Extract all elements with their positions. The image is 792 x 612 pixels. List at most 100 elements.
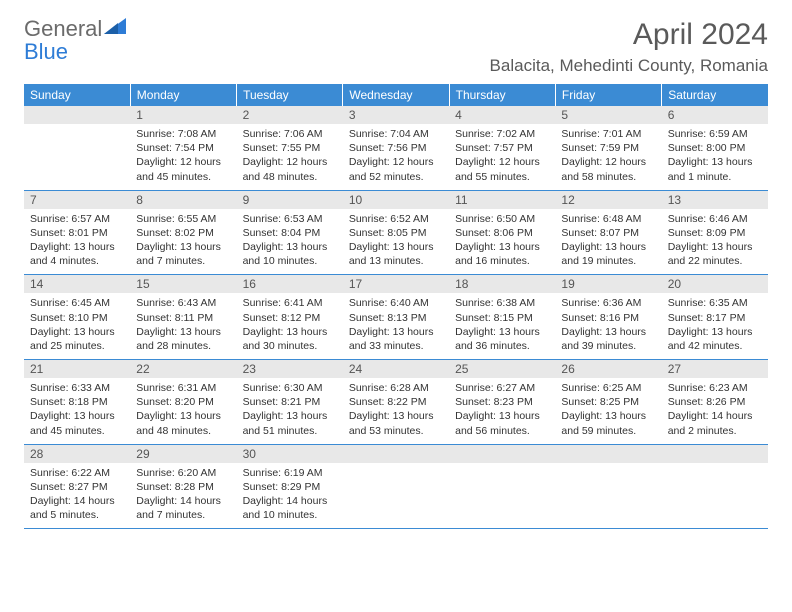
day-content-cell (555, 463, 661, 529)
weekday-header: Tuesday (237, 84, 343, 106)
day-number-cell: 6 (662, 106, 768, 124)
sunrise-text: Sunrise: 6:28 AM (349, 381, 443, 395)
weekday-header: Thursday (449, 84, 555, 106)
sunrise-text: Sunrise: 6:20 AM (136, 466, 230, 480)
daynum-row: 21222324252627 (24, 360, 768, 379)
day-content-cell: Sunrise: 6:20 AMSunset: 8:28 PMDaylight:… (130, 463, 236, 529)
sunrise-text: Sunrise: 6:50 AM (455, 212, 549, 226)
daylight-line1: Daylight: 13 hours (668, 325, 762, 339)
sunset-text: Sunset: 8:02 PM (136, 226, 230, 240)
sunset-text: Sunset: 8:15 PM (455, 311, 549, 325)
day-content-cell (343, 463, 449, 529)
content-row: Sunrise: 6:45 AMSunset: 8:10 PMDaylight:… (24, 293, 768, 359)
day-number-cell: 10 (343, 190, 449, 209)
daylight-line1: Daylight: 13 hours (455, 240, 549, 254)
daylight-line2: and 55 minutes. (455, 170, 549, 184)
daylight-line2: and 25 minutes. (30, 339, 124, 353)
day-content-cell: Sunrise: 6:25 AMSunset: 8:25 PMDaylight:… (555, 378, 661, 444)
daylight-line1: Daylight: 14 hours (243, 494, 337, 508)
sunrise-text: Sunrise: 6:19 AM (243, 466, 337, 480)
daynum-row: 14151617181920 (24, 275, 768, 294)
sunrise-text: Sunrise: 6:59 AM (668, 127, 762, 141)
daylight-line1: Daylight: 13 hours (455, 325, 549, 339)
day-number-cell: 14 (24, 275, 130, 294)
daylight-line2: and 4 minutes. (30, 254, 124, 268)
weekday-header: Monday (130, 84, 236, 106)
day-number-cell (555, 444, 661, 463)
sunset-text: Sunset: 8:06 PM (455, 226, 549, 240)
sunset-text: Sunset: 8:28 PM (136, 480, 230, 494)
day-content-cell: Sunrise: 6:50 AMSunset: 8:06 PMDaylight:… (449, 209, 555, 275)
sunrise-text: Sunrise: 6:31 AM (136, 381, 230, 395)
daylight-line2: and 13 minutes. (349, 254, 443, 268)
sunset-text: Sunset: 8:16 PM (561, 311, 655, 325)
day-content-cell (662, 463, 768, 529)
sunset-text: Sunset: 8:29 PM (243, 480, 337, 494)
sunset-text: Sunset: 8:20 PM (136, 395, 230, 409)
day-number-cell: 13 (662, 190, 768, 209)
daylight-line2: and 36 minutes. (455, 339, 549, 353)
daylight-line1: Daylight: 13 hours (243, 409, 337, 423)
day-content-cell: Sunrise: 6:53 AMSunset: 8:04 PMDaylight:… (237, 209, 343, 275)
day-number-cell (449, 444, 555, 463)
sunrise-text: Sunrise: 6:30 AM (243, 381, 337, 395)
daylight-line2: and 33 minutes. (349, 339, 443, 353)
daynum-row: 282930 (24, 444, 768, 463)
sunrise-text: Sunrise: 6:27 AM (455, 381, 549, 395)
daylight-line1: Daylight: 13 hours (349, 409, 443, 423)
day-content-cell: Sunrise: 7:04 AMSunset: 7:56 PMDaylight:… (343, 124, 449, 190)
sunset-text: Sunset: 8:25 PM (561, 395, 655, 409)
daylight-line2: and 10 minutes. (243, 254, 337, 268)
daylight-line1: Daylight: 13 hours (136, 240, 230, 254)
calendar-table: SundayMondayTuesdayWednesdayThursdayFrid… (24, 84, 768, 529)
day-number-cell: 22 (130, 360, 236, 379)
daylight-line1: Daylight: 14 hours (668, 409, 762, 423)
daylight-line2: and 45 minutes. (30, 424, 124, 438)
day-content-cell: Sunrise: 6:22 AMSunset: 8:27 PMDaylight:… (24, 463, 130, 529)
sunset-text: Sunset: 7:55 PM (243, 141, 337, 155)
sunset-text: Sunset: 7:57 PM (455, 141, 549, 155)
daylight-line2: and 59 minutes. (561, 424, 655, 438)
daylight-line2: and 5 minutes. (30, 508, 124, 522)
sunrise-text: Sunrise: 6:48 AM (561, 212, 655, 226)
day-content-cell: Sunrise: 6:46 AMSunset: 8:09 PMDaylight:… (662, 209, 768, 275)
sunrise-text: Sunrise: 6:46 AM (668, 212, 762, 226)
daylight-line2: and 22 minutes. (668, 254, 762, 268)
sunrise-text: Sunrise: 6:33 AM (30, 381, 124, 395)
day-content-cell: Sunrise: 6:38 AMSunset: 8:15 PMDaylight:… (449, 293, 555, 359)
day-number-cell: 27 (662, 360, 768, 379)
day-content-cell: Sunrise: 6:23 AMSunset: 8:26 PMDaylight:… (662, 378, 768, 444)
day-number-cell: 11 (449, 190, 555, 209)
day-number-cell: 1 (130, 106, 236, 124)
sunrise-text: Sunrise: 7:08 AM (136, 127, 230, 141)
daylight-line2: and 19 minutes. (561, 254, 655, 268)
sunset-text: Sunset: 8:17 PM (668, 311, 762, 325)
day-number-cell: 18 (449, 275, 555, 294)
day-content-cell: Sunrise: 6:52 AMSunset: 8:05 PMDaylight:… (343, 209, 449, 275)
daylight-line1: Daylight: 13 hours (136, 409, 230, 423)
logo: General Blue (24, 18, 126, 64)
daylight-line2: and 39 minutes. (561, 339, 655, 353)
daylight-line1: Daylight: 13 hours (243, 325, 337, 339)
day-number-cell: 15 (130, 275, 236, 294)
day-content-cell: Sunrise: 6:57 AMSunset: 8:01 PMDaylight:… (24, 209, 130, 275)
daylight-line2: and 48 minutes. (243, 170, 337, 184)
daylight-line1: Daylight: 14 hours (136, 494, 230, 508)
day-number-cell: 29 (130, 444, 236, 463)
sunset-text: Sunset: 8:18 PM (30, 395, 124, 409)
daylight-line1: Daylight: 13 hours (349, 240, 443, 254)
sunset-text: Sunset: 8:01 PM (30, 226, 124, 240)
daylight-line2: and 10 minutes. (243, 508, 337, 522)
day-content-cell: Sunrise: 7:06 AMSunset: 7:55 PMDaylight:… (237, 124, 343, 190)
day-content-cell: Sunrise: 6:35 AMSunset: 8:17 PMDaylight:… (662, 293, 768, 359)
sunrise-text: Sunrise: 6:57 AM (30, 212, 124, 226)
daylight-line1: Daylight: 13 hours (136, 325, 230, 339)
sunset-text: Sunset: 8:00 PM (668, 141, 762, 155)
sunrise-text: Sunrise: 7:04 AM (349, 127, 443, 141)
sunset-text: Sunset: 8:05 PM (349, 226, 443, 240)
sunset-text: Sunset: 8:04 PM (243, 226, 337, 240)
daylight-line2: and 56 minutes. (455, 424, 549, 438)
daylight-line2: and 58 minutes. (561, 170, 655, 184)
content-row: Sunrise: 6:33 AMSunset: 8:18 PM Daylight:… (24, 378, 768, 444)
sunrise-text: Sunrise: 6:45 AM (30, 296, 124, 310)
